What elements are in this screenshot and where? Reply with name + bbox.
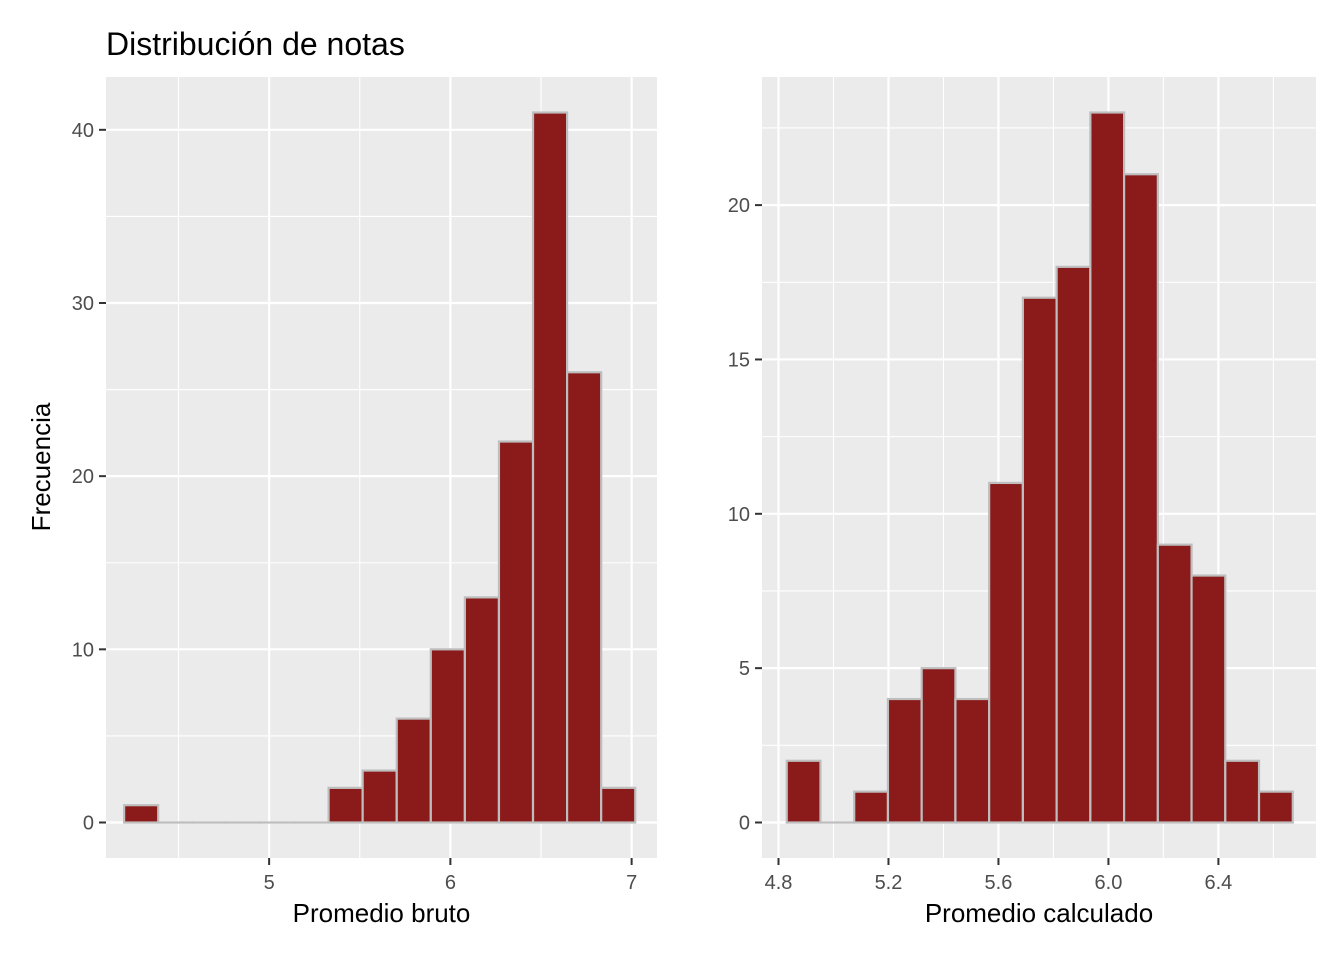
chart-title: Distribución de notas [106, 26, 405, 62]
histogram-bar [123, 804, 160, 824]
histogram-bar [1257, 790, 1294, 824]
x-tick-label: 4.8 [765, 872, 793, 894]
y-tick-label: 10 [728, 504, 750, 526]
x-tick-label: 6.0 [1095, 872, 1123, 894]
histogram-panel-calculated: 4.8 5.2 5.6 6.0 6.4 0 5 10 15 20 Promedio calculad… [728, 77, 1316, 928]
x-tick-label: 5.6 [985, 872, 1013, 894]
histogram-bar [463, 596, 501, 824]
y-tick-label: 0 [739, 813, 750, 835]
histogram-bar [531, 111, 569, 824]
histogram-bar [497, 440, 535, 824]
histogram-bar [395, 717, 432, 824]
histogram-bar [429, 648, 466, 824]
histogram-bar [785, 759, 822, 824]
histogram-bar [1122, 173, 1159, 824]
histogram-bar [361, 769, 398, 824]
x-tick-label: 5.2 [875, 872, 903, 894]
y-axis-title: Frecuencia [26, 402, 56, 531]
y-tick-label: 10 [72, 639, 94, 661]
histogram-bar [1190, 574, 1227, 824]
histogram-bar [853, 790, 890, 824]
histogram-bar [1089, 111, 1126, 824]
histogram-bar [886, 697, 923, 824]
x-tick-label: 7 [626, 872, 637, 894]
histogram-bar [954, 697, 991, 824]
histogram-bar [565, 371, 603, 824]
y-tick-label: 20 [72, 466, 94, 488]
x-axis-title-calculated: Promedio calculado [925, 898, 1153, 928]
histogram-bar [327, 786, 364, 824]
histogram-panel-raw: 5 6 7 0 10 20 30 40 Promedio bruto [72, 77, 657, 928]
y-tick-label: 15 [728, 349, 750, 371]
y-tick-label: 0 [83, 813, 94, 835]
histogram-bar [1156, 543, 1193, 824]
histogram-bar [600, 786, 637, 824]
x-tick-label: 6.4 [1204, 872, 1232, 894]
y-tick-label: 5 [739, 658, 750, 680]
y-tick-label: 40 [72, 120, 94, 142]
y-tick-label: 20 [728, 195, 750, 217]
histogram-bar [988, 481, 1024, 824]
x-tick-label: 6 [445, 872, 456, 894]
x-tick-label: 5 [264, 872, 275, 894]
x-axis-title-raw: Promedio bruto [293, 898, 471, 928]
histogram-bar [920, 667, 957, 824]
y-tick-label: 30 [72, 293, 94, 315]
histogram-bar [1224, 759, 1261, 824]
histogram-bar [1055, 265, 1092, 824]
histogram-bar [1021, 296, 1058, 824]
